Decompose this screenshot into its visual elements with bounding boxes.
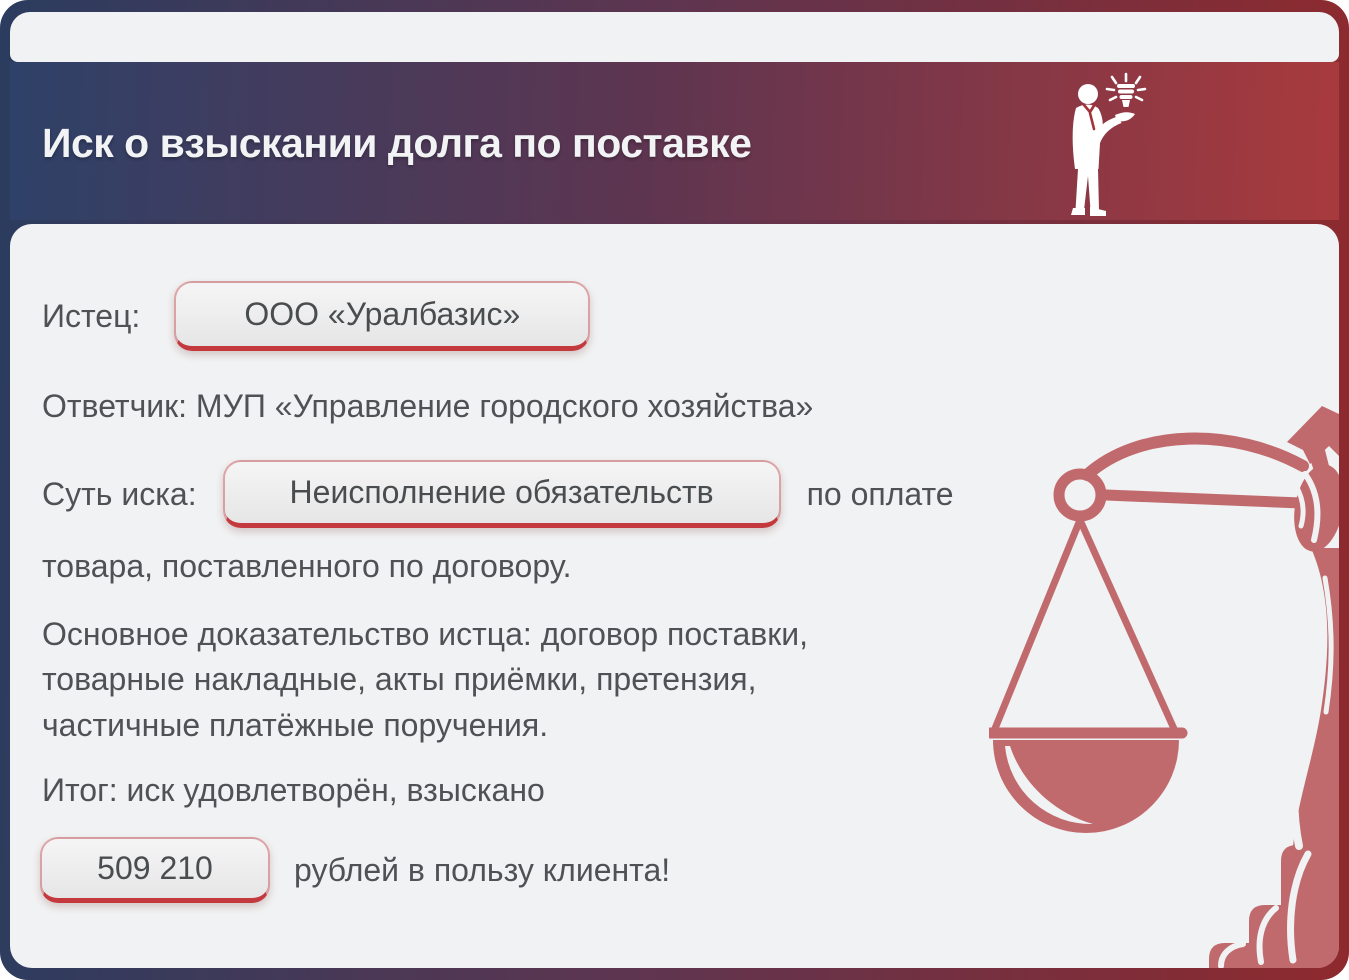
content-card: Истец: ООО «Уралбазис» Ответчик: МУП «Уп… (10, 224, 1339, 968)
defendant-line: Ответчик: МУП «Управление городского хоз… (42, 388, 814, 424)
page-title: Иск о взыскании долга по поставке (42, 120, 752, 166)
plaintiff-label: Истец: (42, 297, 141, 334)
amount-row: 509 210 рублей в пользу клиента! (40, 837, 670, 903)
claim-suffix: по оплате (806, 475, 954, 512)
plaintiff-value-button[interactable]: ООО «Уралбазис» (174, 281, 591, 351)
claim-row: Суть иска: Неисполнение обязательств по … (42, 460, 954, 528)
plaintiff-row: Истец: ООО «Уралбазис» (42, 281, 591, 351)
top-bar (10, 12, 1339, 62)
amount-suffix: рублей в пользу клиента! (294, 851, 671, 888)
claim-continuation: товара, поставленного по договору. (42, 548, 572, 584)
amount-value-button[interactable]: 509 210 (40, 837, 270, 903)
header-band: Иск о взыскании долга по поставке (10, 62, 1339, 220)
claim-value-button[interactable]: Неисполнение обязательств (222, 460, 781, 528)
scales-of-justice-icon (989, 406, 1339, 968)
evidence-paragraph: Основное доказательство истца: договор п… (42, 616, 809, 743)
businessman-lightbulb-icon (1071, 72, 1147, 216)
result-line: Итог: иск удовлетворён, взыскано (42, 772, 545, 808)
claim-label: Суть иска: (42, 475, 197, 512)
